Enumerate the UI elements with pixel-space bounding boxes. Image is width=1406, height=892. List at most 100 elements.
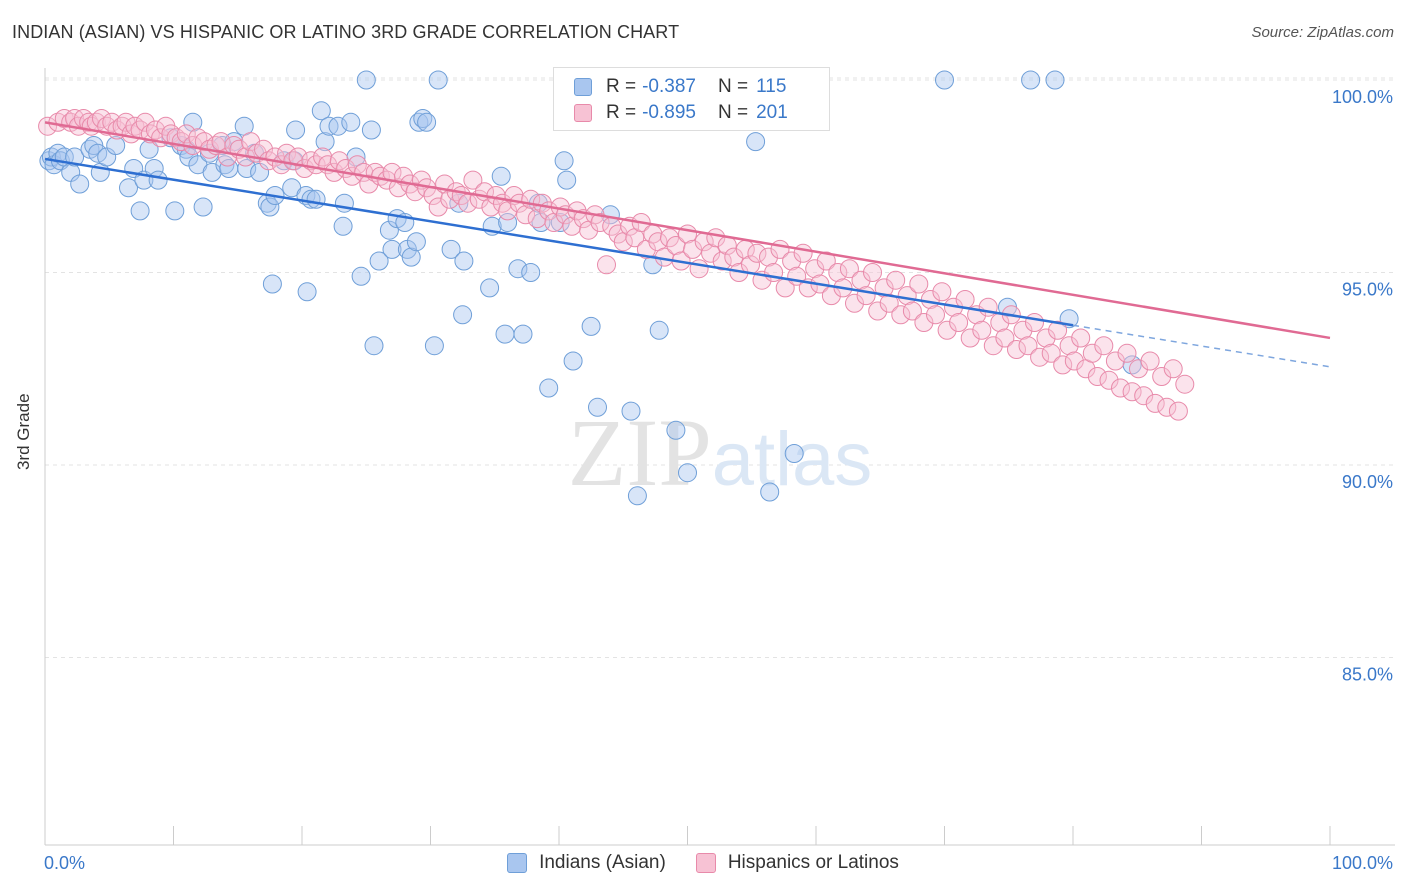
point-indians bbox=[193, 197, 213, 217]
point-hispanics bbox=[1036, 328, 1056, 348]
series-legend: Indians (Asian) Hispanics or Latinos bbox=[0, 852, 1406, 874]
point-indians bbox=[521, 263, 541, 282]
r-label: R = bbox=[606, 76, 637, 97]
point-hispanics bbox=[1099, 370, 1119, 390]
point-indians bbox=[666, 420, 686, 440]
y-axis-label: 3rd Grade bbox=[14, 393, 33, 470]
n-value: 115 bbox=[756, 76, 787, 97]
point-hispanics bbox=[816, 251, 836, 271]
point-hispanics bbox=[359, 174, 379, 194]
point-hispanics bbox=[747, 243, 767, 263]
point-hispanics bbox=[759, 247, 778, 267]
point-indians bbox=[495, 324, 515, 344]
point-indians bbox=[406, 232, 426, 252]
point-indians bbox=[513, 324, 533, 344]
point-indians bbox=[183, 112, 203, 132]
point-hispanics bbox=[1163, 359, 1183, 379]
point-hispanics bbox=[793, 243, 813, 263]
point-hispanics bbox=[166, 128, 186, 148]
point-hispanics bbox=[176, 124, 196, 144]
point-hispanics bbox=[972, 320, 992, 340]
point-hispanics bbox=[329, 151, 349, 171]
legend-item-indians[interactable]: Indians (Asian) bbox=[507, 852, 666, 874]
point-hispanics bbox=[689, 259, 709, 279]
point-hispanics bbox=[1105, 351, 1125, 371]
point-indians bbox=[649, 320, 669, 340]
point-indians bbox=[784, 444, 804, 463]
point-indians bbox=[508, 259, 528, 279]
point-indians bbox=[401, 247, 421, 267]
point-hispanics bbox=[1157, 397, 1177, 417]
point-indians bbox=[165, 201, 185, 221]
point-indians bbox=[531, 213, 551, 232]
point-hispanics bbox=[932, 282, 952, 302]
point-indians bbox=[1045, 70, 1065, 90]
point-hispanics bbox=[1094, 336, 1114, 356]
point-indians bbox=[361, 120, 381, 140]
point-hispanics bbox=[926, 305, 945, 325]
point-hispanics bbox=[856, 286, 876, 306]
point-indians bbox=[480, 278, 500, 298]
point-indians bbox=[627, 486, 647, 506]
point-hispanics bbox=[983, 336, 1003, 356]
point-indians bbox=[65, 147, 85, 167]
n-value: 201 bbox=[756, 102, 788, 123]
legend-swatch-indians bbox=[507, 853, 528, 873]
point-indians bbox=[621, 401, 641, 421]
point-indians bbox=[333, 216, 353, 236]
point-hispanics bbox=[1030, 347, 1050, 367]
point-indians bbox=[260, 197, 280, 217]
point-indians bbox=[557, 170, 577, 190]
tick-labels: 100.0% 95.0% 90.0% 85.0% 0.0% 100.0% bbox=[44, 87, 1393, 873]
point-indians bbox=[746, 132, 766, 152]
point-indians bbox=[130, 201, 150, 221]
point-hispanics bbox=[909, 274, 929, 294]
watermark: ZIPatlas bbox=[568, 399, 873, 506]
point-hispanics bbox=[1175, 374, 1195, 394]
r-label: R = bbox=[606, 102, 637, 123]
point-hispanics bbox=[902, 301, 922, 321]
point-indians bbox=[678, 463, 697, 483]
point-hispanics bbox=[125, 116, 145, 136]
point-indians bbox=[341, 112, 361, 132]
chart-source: Source: ZipAtlas.com bbox=[1251, 24, 1394, 41]
point-indians bbox=[588, 397, 607, 417]
point-hispanics bbox=[868, 301, 888, 321]
stats-legend: R = -0.387 N = 115 R = -0.895 N = 201 bbox=[553, 67, 830, 131]
point-indians bbox=[491, 166, 511, 186]
point-hispanics bbox=[405, 182, 425, 202]
point-hispanics bbox=[1082, 343, 1102, 363]
point-indians bbox=[369, 251, 389, 271]
point-hispanics bbox=[1145, 393, 1165, 413]
point-hispanics bbox=[1007, 340, 1026, 359]
data-points bbox=[38, 70, 1195, 506]
point-indians bbox=[379, 220, 399, 240]
point-indians bbox=[262, 274, 282, 294]
stats-row-indians: R = -0.387 N = 115 bbox=[574, 76, 786, 98]
point-indians bbox=[328, 116, 348, 136]
point-hispanics bbox=[1111, 378, 1130, 398]
point-hispanics bbox=[1048, 320, 1068, 340]
legend-item-hispanics[interactable]: Hispanics or Latinos bbox=[695, 852, 899, 874]
y-tick-label: 95.0% bbox=[1342, 280, 1393, 300]
legend-swatch-hispanics bbox=[695, 853, 716, 873]
point-hispanics bbox=[712, 251, 732, 271]
point-hispanics bbox=[1134, 386, 1154, 406]
point-hispanics bbox=[1117, 343, 1137, 363]
legend-label-hispanics: Hispanics or Latinos bbox=[727, 852, 899, 873]
point-hispanics bbox=[1168, 401, 1188, 421]
point-hispanics bbox=[135, 112, 155, 132]
point-hispanics bbox=[1064, 351, 1084, 371]
point-indians bbox=[760, 482, 780, 502]
n-label: N = bbox=[717, 102, 749, 123]
point-indians bbox=[364, 336, 384, 356]
point-hispanics bbox=[1053, 355, 1073, 375]
point-indians bbox=[554, 151, 574, 171]
point-hispanics bbox=[660, 228, 679, 248]
point-hispanics bbox=[949, 313, 969, 332]
point-indians bbox=[306, 189, 326, 209]
point-hispanics bbox=[874, 278, 894, 298]
point-indians bbox=[148, 170, 168, 190]
point-hispanics bbox=[960, 328, 980, 348]
